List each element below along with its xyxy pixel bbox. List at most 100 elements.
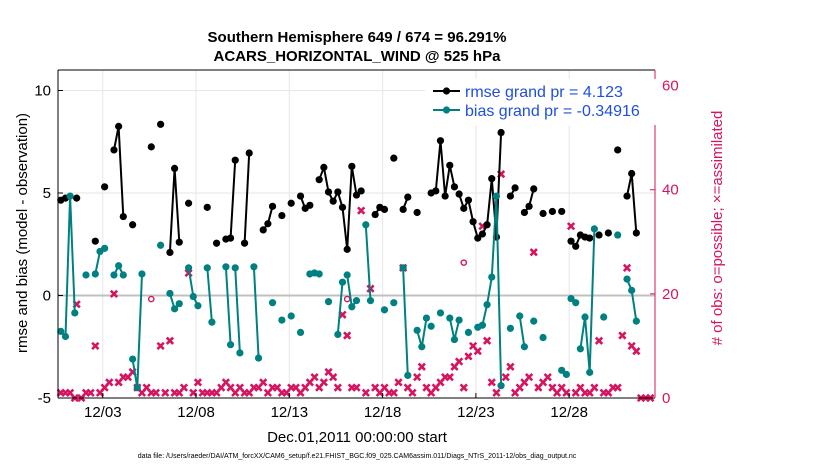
obs-assimilated-marker xyxy=(594,336,604,345)
rmse-point xyxy=(441,192,449,200)
rmse-point xyxy=(436,137,445,145)
rmse-point xyxy=(413,208,421,217)
rmse-point xyxy=(287,199,295,207)
bias-point xyxy=(558,366,566,374)
bias-point xyxy=(184,264,193,272)
obs-assimilated-marker xyxy=(492,388,501,397)
rmse-point xyxy=(171,164,179,172)
rmse-point xyxy=(231,156,239,164)
bias-point xyxy=(115,262,123,270)
rmse-point xyxy=(506,192,515,200)
rmse-point xyxy=(264,220,272,228)
bias-point xyxy=(101,244,109,252)
legend-marker-rmse xyxy=(442,87,451,95)
bias-point xyxy=(119,271,127,279)
rmse-point xyxy=(175,238,183,246)
obs-assimilated-marker xyxy=(357,206,366,215)
x-tick-label: 12/13 xyxy=(271,404,309,421)
obs-assimilated-marker xyxy=(632,347,641,356)
bias-point xyxy=(483,301,491,309)
rmse-point xyxy=(278,211,286,220)
legend-box xyxy=(425,79,657,125)
rmse-point xyxy=(455,190,463,198)
x-tick-label: 12/08 xyxy=(177,404,215,421)
obs-assimilated-marker xyxy=(454,357,464,366)
x-axis-label: Dec.01,2011 00:00:00 start xyxy=(267,429,448,446)
x-tick-label: 12/23 xyxy=(457,404,495,421)
rmse-point xyxy=(348,162,356,170)
rmse-point xyxy=(306,201,314,209)
rmse-point xyxy=(380,205,389,213)
data-file-footer: data file: /Users/raeder/DAI/ATM_forcXX/… xyxy=(138,453,577,460)
rmse-point xyxy=(595,231,603,239)
rmse-point xyxy=(399,205,407,213)
obs-assimilated-marker xyxy=(459,383,468,392)
rmse-point xyxy=(432,187,440,195)
obs-assimilated-marker xyxy=(487,378,496,387)
obs-assimilated-marker xyxy=(161,388,170,397)
rmse-point xyxy=(357,187,365,195)
obs-assimilated-marker xyxy=(109,289,119,298)
obs-assimilated-marker xyxy=(529,248,538,257)
bias-point xyxy=(516,312,524,320)
obs-assimilated-marker xyxy=(590,383,599,392)
bias-point xyxy=(492,192,501,200)
obs-assimilated-marker xyxy=(394,378,403,387)
x-tick-label: 12/03 xyxy=(84,404,122,421)
bias-point xyxy=(71,309,79,317)
obs-assimilated-marker xyxy=(622,263,632,272)
bias-point xyxy=(576,345,584,353)
rmse-line-segment xyxy=(225,160,237,241)
bias-line-segment xyxy=(234,267,241,353)
rmse-point xyxy=(469,218,477,226)
obs-assimilated-marker xyxy=(193,378,203,387)
bias-point xyxy=(166,289,174,298)
plot-series xyxy=(56,120,655,403)
bias-point xyxy=(91,270,99,278)
bias-point xyxy=(194,302,202,310)
bias-point xyxy=(254,354,263,362)
bias-line-segment xyxy=(402,267,409,376)
rmse-point xyxy=(567,237,575,245)
rmse-point xyxy=(147,143,155,151)
bias-point xyxy=(506,324,515,332)
rmse-point xyxy=(157,120,165,128)
bias-point xyxy=(478,321,487,329)
bias-point xyxy=(446,314,454,322)
bias-point xyxy=(581,313,589,321)
bias-point xyxy=(380,306,389,314)
bias-point xyxy=(287,312,295,320)
rmse-point xyxy=(530,185,538,193)
bias-point xyxy=(488,273,496,281)
rmse-line-segment xyxy=(626,173,638,234)
rmse-point xyxy=(73,194,81,202)
obs-assimilated-marker xyxy=(613,383,622,392)
rmse-point xyxy=(352,191,361,199)
bias-point xyxy=(171,305,179,313)
bias-point xyxy=(464,328,473,336)
y-right-tick-label: 60 xyxy=(662,78,679,95)
obs-assimilated-marker xyxy=(343,331,352,340)
rmse-point xyxy=(483,221,491,229)
bias-point xyxy=(315,270,323,278)
obs-assimilated-marker xyxy=(417,362,426,371)
legend-label-rmse: rmse grand pr = 4.123 xyxy=(465,84,623,101)
obs-possible-marker xyxy=(460,259,468,266)
obs-assimilated-marker xyxy=(319,378,328,387)
bias-point xyxy=(236,349,244,357)
bias-point xyxy=(614,231,622,239)
bias-point xyxy=(268,299,277,307)
rmse-point xyxy=(497,128,505,137)
bias-point xyxy=(129,355,137,363)
y-right-tick-label: 40 xyxy=(662,182,679,199)
bias-point xyxy=(352,297,361,305)
bias-point xyxy=(133,384,141,392)
x-tick-label: 12/28 xyxy=(550,404,588,421)
bias-point xyxy=(366,297,375,305)
rmse-point xyxy=(539,209,547,218)
y-right-tick-label: 20 xyxy=(662,286,679,303)
bias-point xyxy=(600,313,608,321)
bias-point xyxy=(520,343,529,351)
rmse-point xyxy=(184,199,193,207)
rmse-point xyxy=(632,229,640,237)
